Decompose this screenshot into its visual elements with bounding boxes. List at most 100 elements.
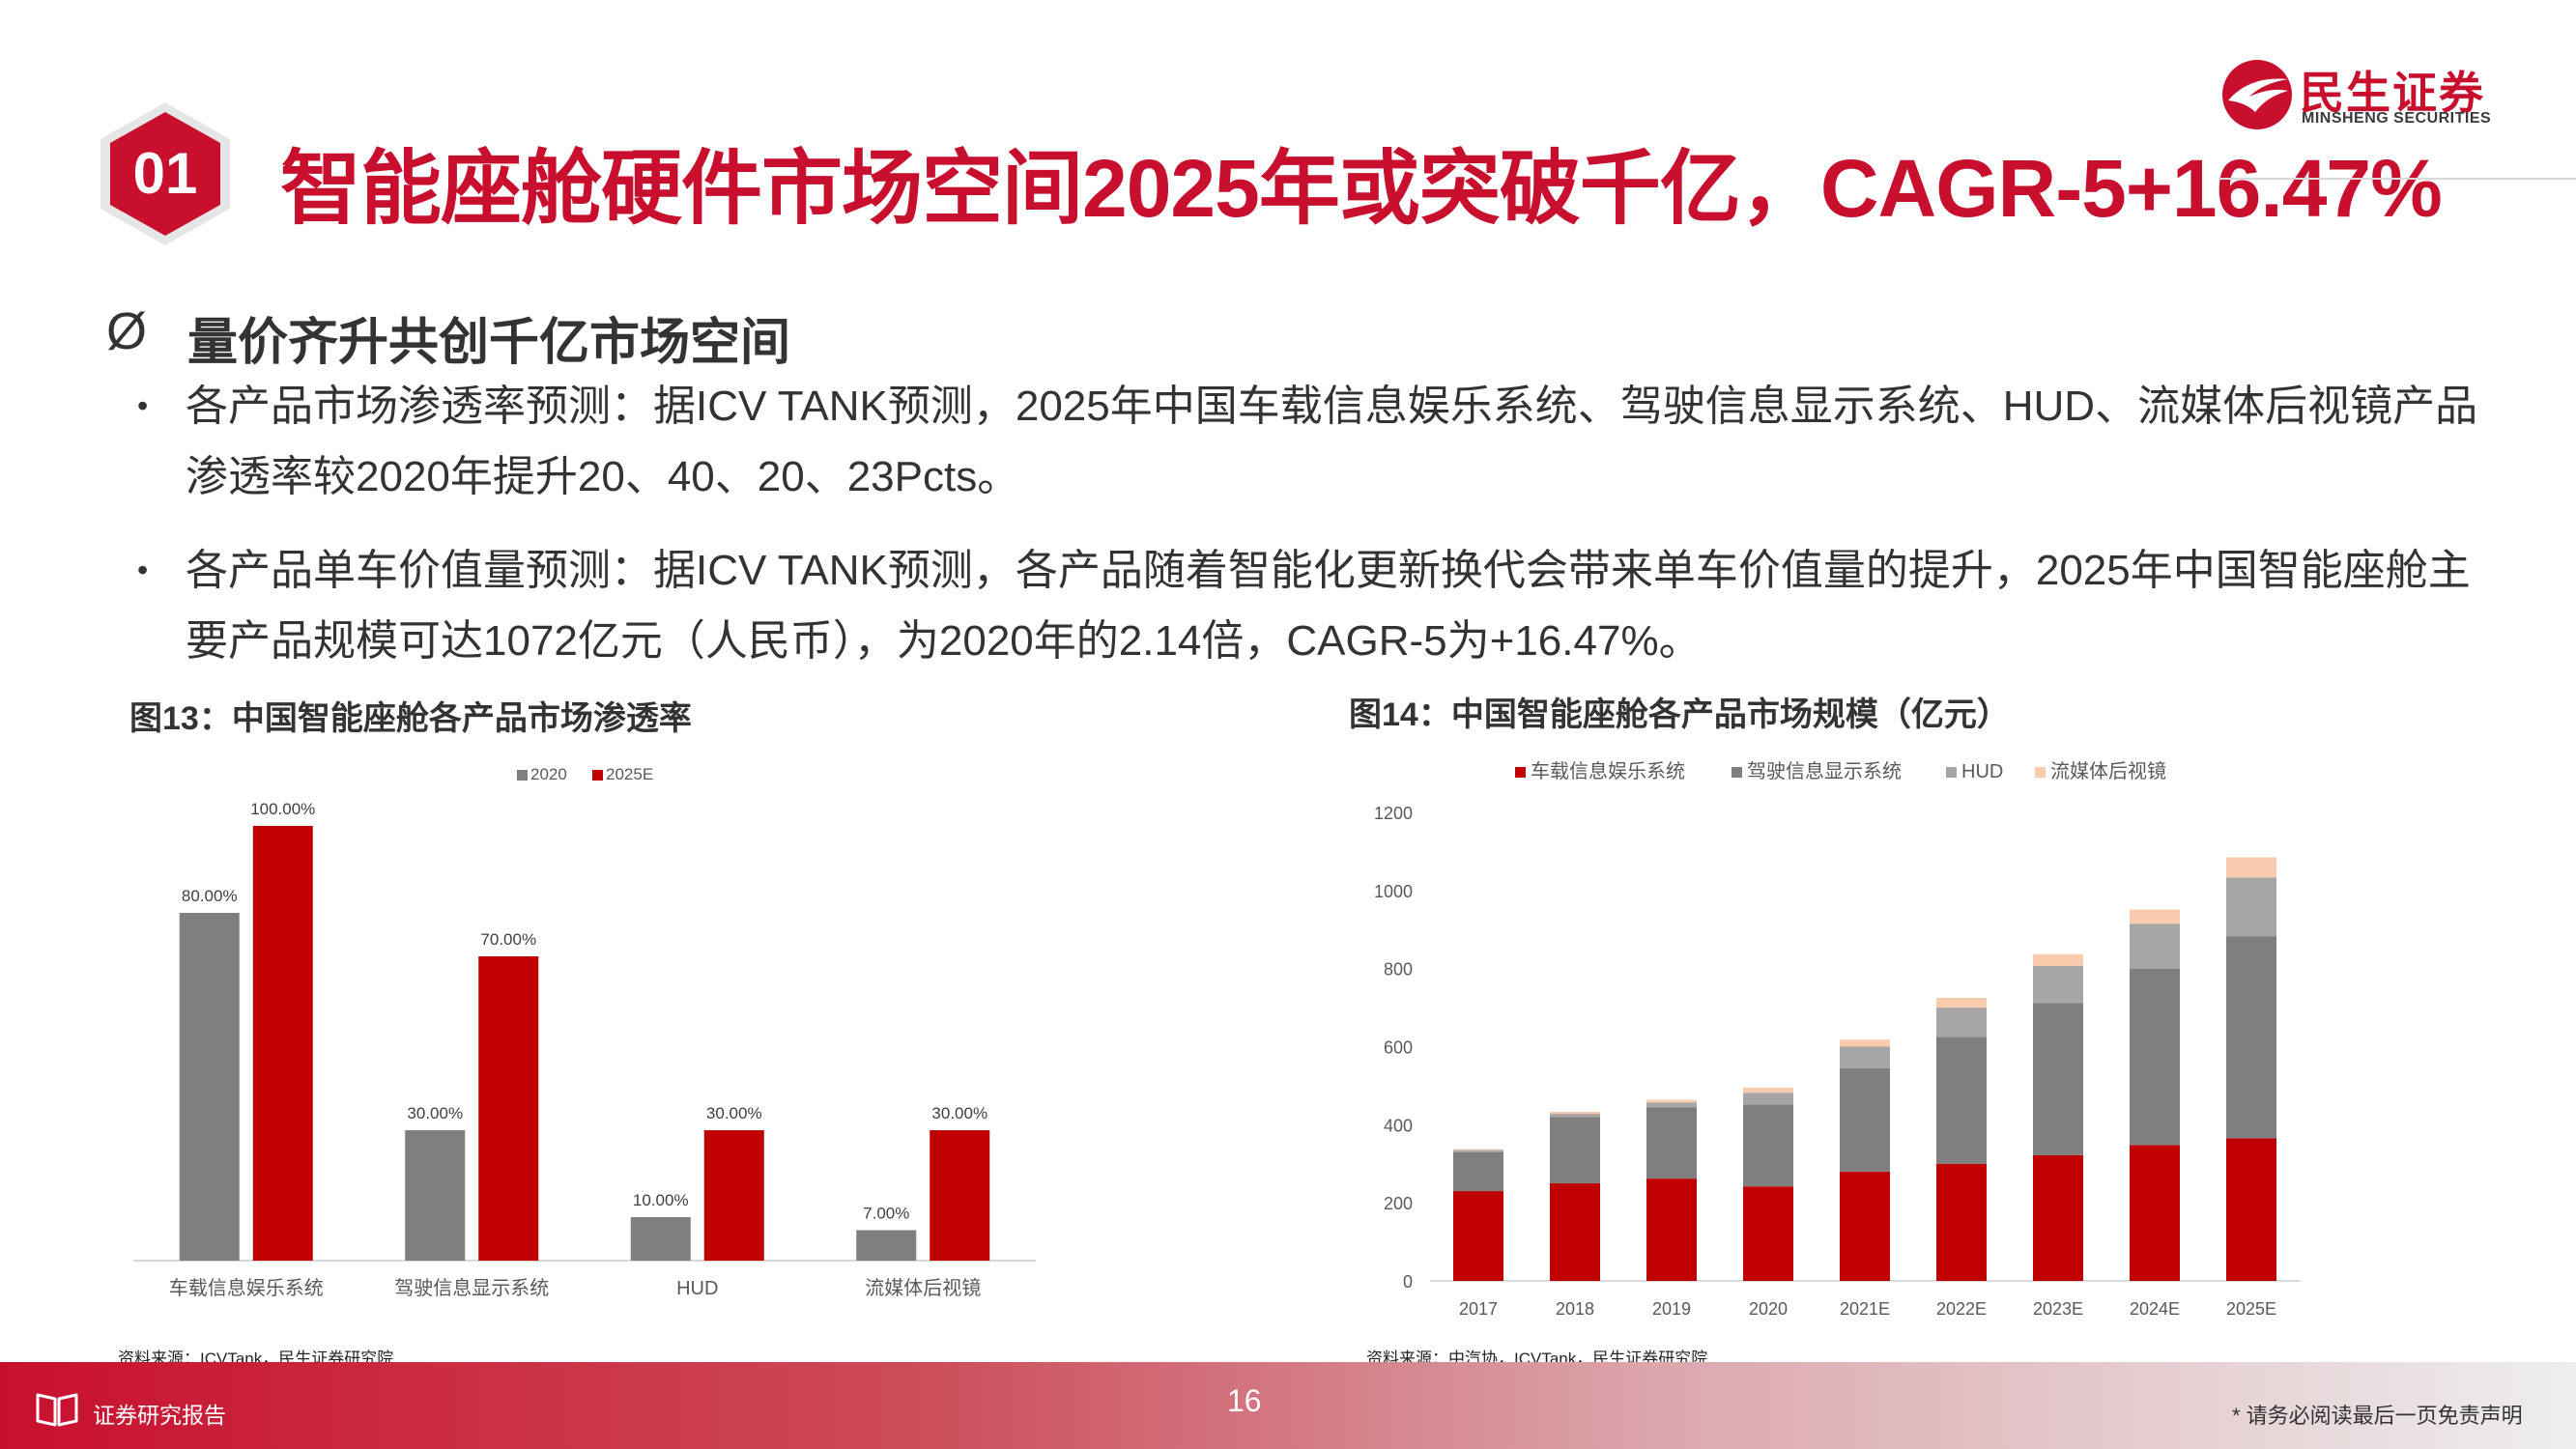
stacked-bar-segment [2130, 968, 2180, 1146]
stacked-bar-segment [1646, 1107, 1697, 1179]
y-tick-label: 200 [1384, 1194, 1413, 1213]
bar [179, 913, 240, 1261]
y-tick-label: 1200 [1374, 804, 1413, 823]
data-label: 7.00% [863, 1205, 909, 1223]
y-tick-label: 0 [1403, 1272, 1413, 1292]
stacked-bar-segment [2226, 877, 2276, 937]
legend-label: 2025E [606, 765, 653, 783]
x-tick-label: 驾驶信息显示系统 [394, 1277, 549, 1299]
data-label: 10.00% [633, 1191, 689, 1209]
legend-swatch [1946, 767, 1957, 778]
footer-bar [0, 1362, 2576, 1449]
bar [703, 1130, 764, 1261]
stacked-bar-segment [2033, 953, 2083, 966]
book-icon [36, 1393, 78, 1427]
bullet-1-line-2: 渗透率较2020年提升20、40、20、23Pcts。 [186, 453, 1020, 500]
stacked-bar-segment [1453, 1150, 1503, 1152]
bullet-dot-icon: • [137, 388, 149, 423]
stacked-bar-segment [1840, 1039, 1890, 1047]
stacked-bar-segment [2226, 857, 2276, 878]
stacked-bar-segment [1936, 1163, 1987, 1281]
x-tick-label: 流媒体后视镜 [865, 1277, 981, 1299]
stacked-bar-segment [1550, 1117, 1600, 1183]
page-title: 智能座舱硬件市场空间2025年或突破千亿，CAGR-5+16.47% [280, 143, 2443, 234]
brand-logo: 民生证券 MINSHENG SECURITIES [2218, 56, 2508, 133]
stacked-bar-segment [2033, 1154, 2083, 1281]
y-tick-label: 800 [1384, 960, 1413, 980]
x-tick-label: 2025E [2226, 1299, 2276, 1319]
section-number-badge: 01 [100, 102, 230, 245]
stacked-bar-segment [1840, 1046, 1890, 1068]
penetration-rate-chart: 2020 2025E 80.00% 100.00% 车载信息娱乐系统 30.00% 70.0… [133, 765, 1036, 1299]
data-label: 30.00% [931, 1104, 987, 1122]
x-tick-label: 2023E [2033, 1299, 2083, 1319]
legend-label: 流媒体后视镜 [2050, 760, 2166, 782]
stacked-bar-segment [1453, 1191, 1503, 1281]
stacked-bar-segment [1936, 1008, 1987, 1037]
stacked-bar-segment [1646, 1102, 1697, 1108]
bullet-2-line-2: 要产品规模可达1072亿元（人民币），为2020年的2.14倍，CAGR-5为+… [186, 617, 1702, 665]
legend-swatch [1515, 767, 1526, 778]
stacked-bar-segment [2226, 936, 2276, 1139]
data-label: 30.00% [706, 1104, 762, 1122]
bar [630, 1217, 691, 1261]
bar [930, 1130, 990, 1261]
stacked-bar-segment [1453, 1149, 1503, 1151]
bar [856, 1230, 917, 1261]
stacked-bar-segment [1936, 997, 1987, 1009]
stacked-bar-segment [1743, 1186, 1793, 1281]
section-subheading: 量价齐升共创千亿市场空间 [187, 315, 791, 371]
stacked-bar-segment [1646, 1179, 1697, 1281]
data-label: 80.00% [182, 887, 238, 905]
footer-report-label: 证券研究报告 [93, 1403, 226, 1428]
y-tick-label: 400 [1384, 1116, 1413, 1135]
bar [252, 826, 313, 1261]
legend-label: 驾驶信息显示系统 [1747, 760, 1902, 782]
stacked-bar-segment [2226, 1138, 2276, 1281]
data-label: 100.00% [250, 800, 315, 818]
bullet-dot-icon: • [137, 553, 149, 587]
bullet-1-line-1: 各产品市场渗透率预测：据ICV TANK预测，2025年中国车载信息娱乐系统、驾… [186, 383, 2478, 430]
legend-label: 2020 [530, 765, 567, 783]
stacked-bar-segment [2033, 965, 2083, 1004]
stacked-bar-segment [2130, 909, 2180, 924]
x-tick-label: 2021E [1840, 1299, 1890, 1319]
x-tick-label: HUD [676, 1278, 718, 1299]
legend-swatch [2035, 767, 2046, 778]
stacked-bar-segment [1646, 1099, 1697, 1103]
legend-label: 车载信息娱乐系统 [1531, 760, 1685, 782]
bullet-2-line-1: 各产品单车价值量预测：据ICV TANK预测，各产品随着智能化更新换代会带来单车… [186, 547, 2471, 594]
stacked-bar-segment [2033, 1003, 2083, 1155]
footer-disclaimer: * 请务必阅读最后一页免责声明 [2232, 1404, 2523, 1428]
market-size-chart: 车载信息娱乐系统 驾驶信息显示系统 HUD 流媒体后视镜 0 200 400 600 800 10… [1374, 760, 2300, 1319]
stacked-bar-segment [1550, 1114, 1600, 1118]
figure-13-title: 图13：中国智能座舱各产品市场渗透率 [129, 700, 692, 737]
x-tick-label: 2019 [1652, 1299, 1691, 1319]
data-label: 30.00% [407, 1104, 463, 1122]
data-label: 70.00% [480, 930, 536, 949]
stacked-bar-segment [1743, 1087, 1793, 1094]
bullet-paragraph-1: 各产品市场渗透率预测：据ICV TANK预测，2025年中国车载信息娱乐系统、驾… [186, 371, 2533, 512]
x-tick-label: 2022E [1936, 1299, 1987, 1319]
legend-label: HUD [1961, 761, 2003, 782]
legend-swatch [592, 770, 603, 781]
bar [405, 1130, 466, 1261]
logo-text-cn: 民生证券 [2300, 68, 2485, 118]
stacked-bar-segment [1840, 1171, 1890, 1281]
stacked-bar-segment [1936, 1037, 1987, 1164]
logo-text-en: MINSHENG SECURITIES [2302, 110, 2492, 127]
bar [478, 956, 539, 1261]
stacked-bar-segment [2130, 1145, 2180, 1281]
arrow-bullet-icon: Ø [106, 302, 148, 360]
badge-number: 01 [133, 141, 198, 206]
page-number: 16 [1227, 1383, 1262, 1418]
x-tick-label: 2017 [1459, 1299, 1498, 1319]
y-tick-label: 1000 [1374, 882, 1413, 901]
legend-swatch [517, 770, 528, 781]
stacked-bar-segment [1743, 1104, 1793, 1187]
y-tick-label: 600 [1384, 1038, 1413, 1058]
stacked-bar-segment [1840, 1067, 1890, 1172]
stacked-bar-segment [1550, 1111, 1600, 1115]
stacked-bar-segment [2130, 923, 2180, 969]
x-tick-label: 车载信息娱乐系统 [169, 1277, 324, 1299]
